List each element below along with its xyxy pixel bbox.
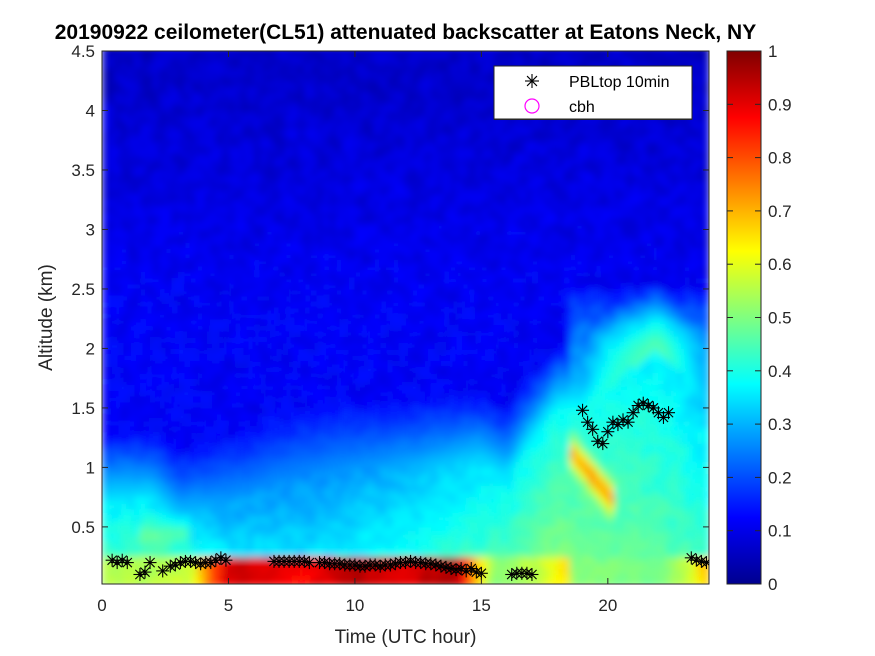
colorbar: 0 0.1 0.2 0.3 0.4 0.5 0.6 0.7 0.8 0.9 1 xyxy=(726,42,792,594)
pbltop-point xyxy=(576,403,590,417)
pbltop-point xyxy=(302,556,316,570)
pbltop-point xyxy=(601,425,615,439)
pbltop-point xyxy=(219,553,233,567)
pbltop-point xyxy=(143,556,157,570)
y-tick-label: 4 xyxy=(86,101,95,120)
x-axis: 0 5 10 15 20 xyxy=(97,51,617,615)
x-tick-label: 0 xyxy=(97,596,106,615)
y-axis-label: Altitude (km) xyxy=(36,264,57,371)
colorbar-tick-label: 0.1 xyxy=(768,522,792,541)
pbltop-point xyxy=(138,565,152,579)
legend-entry-pbltop: PBLtop 10min xyxy=(569,74,670,91)
pbltop-point xyxy=(596,437,610,451)
y-tick-label: 2 xyxy=(86,339,95,358)
pbltop-point xyxy=(581,415,595,429)
pbltop-markers xyxy=(105,396,709,581)
y-tick-label: 3 xyxy=(86,220,95,239)
pbltop-point xyxy=(606,415,620,429)
pbltop-point xyxy=(525,567,539,581)
pbltop-point xyxy=(662,406,676,420)
y-axis: 0.5 1 1.5 2 2.5 3 3.5 4 4.5 xyxy=(71,42,709,537)
colorbar-tick-label: 0 xyxy=(768,575,777,594)
pbltop-point xyxy=(616,413,630,427)
pbltop-point xyxy=(699,556,709,570)
pbltop-point xyxy=(115,553,129,567)
pbltop-point xyxy=(474,566,488,580)
legend: PBLtop 10min cbh xyxy=(493,65,693,120)
pbltop-point xyxy=(621,415,635,429)
x-tick-label: 15 xyxy=(472,596,491,615)
pbltop-point xyxy=(641,399,655,413)
colorbar-tick-label: 0.4 xyxy=(768,362,792,381)
heatmap-field xyxy=(102,51,709,584)
x-axis-label: Time (UTC hour) xyxy=(335,627,477,648)
pbltop-point xyxy=(168,558,182,572)
pbltop-point xyxy=(591,434,605,448)
colorbar-tick-label: 0.3 xyxy=(768,415,792,434)
colorbar-tick-label: 0.8 xyxy=(768,149,792,168)
colorbar-tick-label: 0.6 xyxy=(768,255,792,274)
colorbar-tick-label: 1 xyxy=(768,42,777,61)
y-tick-label: 1.5 xyxy=(71,399,95,418)
pbltop-point xyxy=(204,556,218,570)
pbltop-point xyxy=(214,551,228,565)
x-tick-label: 10 xyxy=(345,596,364,615)
pbltop-point xyxy=(684,551,698,565)
legend-asterisk-glyph xyxy=(525,74,539,88)
pbltop-point xyxy=(626,406,640,420)
legend-entry-cbh: cbh xyxy=(569,99,595,116)
pbltop-point xyxy=(459,564,473,578)
colorbar-tick-label: 0.5 xyxy=(768,309,792,328)
y-tick-label: 3.5 xyxy=(71,161,95,180)
x-tick-label: 5 xyxy=(224,596,233,615)
colorbar-tick-label: 0.9 xyxy=(768,95,792,114)
colorbar-tick-label: 0.2 xyxy=(768,468,792,487)
pbltop-point xyxy=(133,567,147,581)
plot-frame xyxy=(101,50,710,585)
legend-circle-icon xyxy=(524,98,540,114)
pbltop-point xyxy=(636,396,650,410)
chart-title: 20190922 ceilometer(CL51) attenuated bac… xyxy=(55,21,756,44)
pbltop-point xyxy=(156,564,170,578)
legend-asterisk-icon xyxy=(525,74,539,88)
y-tick-label: 1 xyxy=(86,458,95,477)
x-tick-label: 20 xyxy=(598,596,617,615)
pbltop-point xyxy=(120,556,134,570)
y-tick-label: 4.5 xyxy=(71,42,95,61)
y-tick-label: 0.5 xyxy=(71,518,95,537)
colorbar-tick-label: 0.7 xyxy=(768,202,792,221)
pbltop-point xyxy=(105,553,119,567)
pbltop-point xyxy=(586,422,600,436)
y-tick-label: 2.5 xyxy=(71,280,95,299)
